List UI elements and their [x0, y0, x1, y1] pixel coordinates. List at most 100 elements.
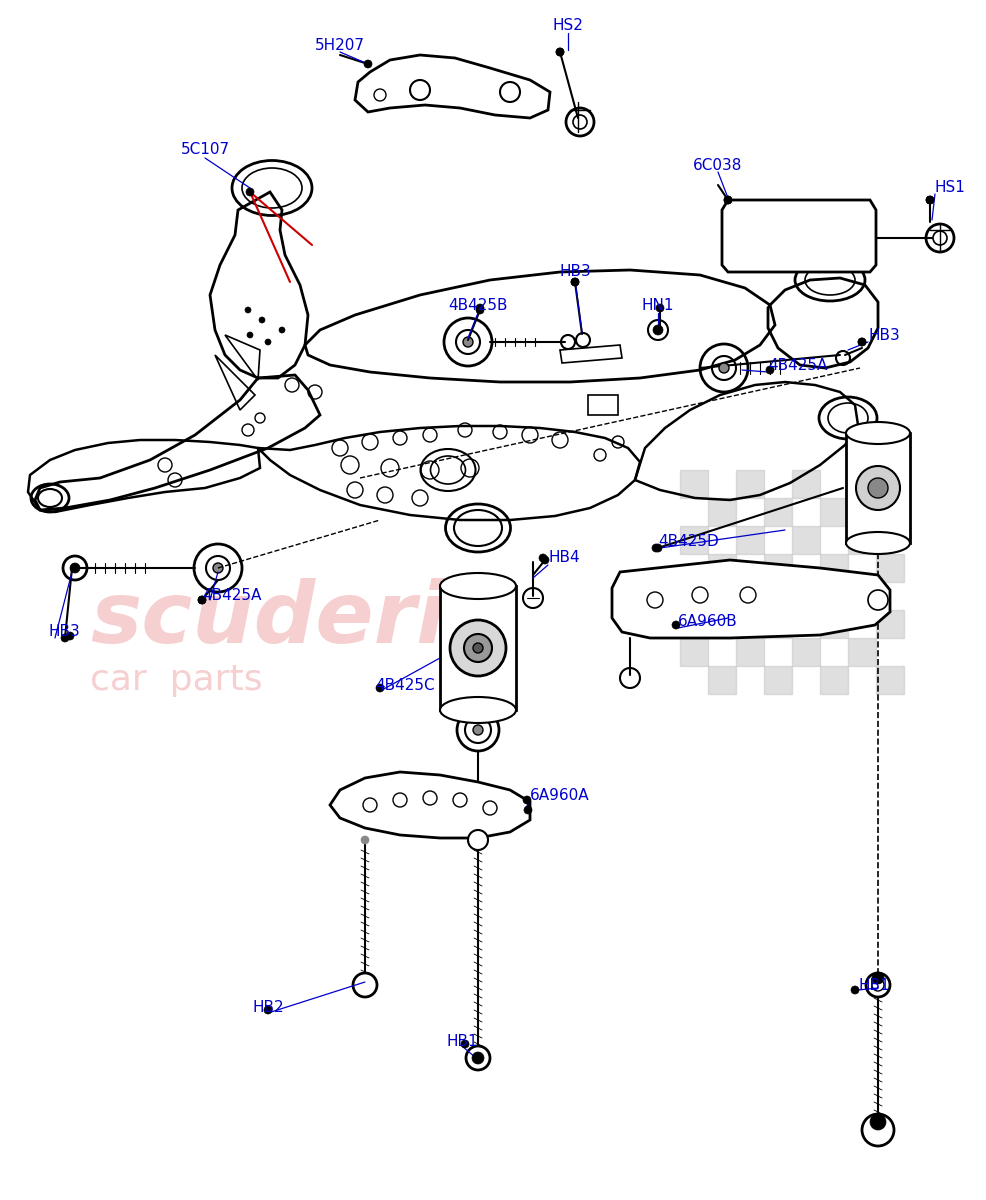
Circle shape [247, 332, 253, 338]
Bar [708, 666, 736, 694]
Bar [680, 582, 708, 610]
Circle shape [926, 196, 934, 204]
Bar [848, 526, 876, 554]
Circle shape [464, 634, 492, 662]
Bar [680, 526, 708, 554]
Circle shape [61, 634, 69, 642]
Text: car  parts: car parts [90, 662, 262, 697]
Circle shape [70, 563, 80, 572]
Circle shape [524, 806, 532, 814]
Bar [820, 554, 848, 582]
Text: 5H207: 5H207 [315, 37, 365, 53]
Ellipse shape [440, 697, 516, 722]
Circle shape [198, 596, 206, 604]
Text: HB2: HB2 [252, 1001, 284, 1015]
Bar [846, 433, 910, 542]
Circle shape [364, 60, 372, 68]
Text: 4B425C: 4B425C [375, 678, 435, 692]
Text: 6A960B: 6A960B [678, 614, 738, 630]
Circle shape [198, 596, 206, 604]
Circle shape [672, 622, 680, 629]
Bar [736, 638, 764, 666]
Bar [736, 526, 764, 554]
Circle shape [868, 478, 888, 498]
Circle shape [265, 338, 271, 346]
Bar [764, 498, 792, 526]
Bar [708, 610, 736, 638]
Ellipse shape [440, 572, 516, 599]
Text: HB1: HB1 [447, 1034, 478, 1050]
Bar [848, 638, 876, 666]
Bar [736, 582, 764, 610]
Bar [820, 498, 848, 526]
Circle shape [476, 306, 484, 314]
Bar [764, 554, 792, 582]
Circle shape [652, 544, 660, 552]
Bar [680, 470, 708, 498]
Bar [876, 498, 904, 526]
Ellipse shape [473, 725, 483, 734]
Ellipse shape [846, 422, 910, 444]
Circle shape [66, 632, 74, 640]
Circle shape [476, 304, 484, 312]
Text: 6A960A: 6A960A [530, 787, 590, 803]
Circle shape [376, 684, 384, 692]
Circle shape [468, 830, 488, 850]
Ellipse shape [463, 337, 473, 347]
Circle shape [926, 196, 934, 204]
Circle shape [556, 48, 564, 56]
Text: HB1: HB1 [858, 978, 889, 992]
Text: HB3: HB3 [868, 328, 900, 342]
Bar [764, 666, 792, 694]
Bar [848, 470, 876, 498]
Circle shape [656, 304, 664, 312]
Bar [708, 554, 736, 582]
Circle shape [279, 326, 285, 332]
Circle shape [466, 1046, 490, 1070]
Polygon shape [355, 55, 550, 118]
Circle shape [724, 196, 732, 204]
Polygon shape [722, 200, 876, 272]
Circle shape [473, 643, 483, 653]
Circle shape [858, 338, 866, 346]
Text: 4B425A: 4B425A [768, 358, 827, 372]
Text: 6C038: 6C038 [693, 157, 742, 173]
Bar [876, 554, 904, 582]
Circle shape [870, 1114, 886, 1130]
Bar [792, 470, 820, 498]
Ellipse shape [457, 709, 499, 751]
Ellipse shape [719, 362, 729, 373]
Circle shape [523, 796, 531, 804]
Circle shape [246, 188, 254, 196]
Circle shape [571, 278, 579, 286]
Polygon shape [330, 772, 530, 838]
Text: 5C107: 5C107 [180, 143, 230, 157]
Circle shape [541, 556, 549, 564]
Circle shape [245, 307, 251, 313]
Text: scuderia: scuderia [90, 578, 504, 661]
Circle shape [264, 1006, 272, 1014]
Circle shape [539, 554, 547, 562]
Circle shape [766, 366, 774, 374]
Circle shape [856, 466, 900, 510]
Circle shape [472, 1052, 484, 1064]
Bar [440, 586, 516, 710]
Circle shape [724, 196, 732, 204]
Polygon shape [612, 560, 890, 638]
Bar [708, 498, 736, 526]
Circle shape [653, 325, 663, 335]
Circle shape [361, 836, 369, 844]
Circle shape [872, 972, 884, 984]
Circle shape [571, 278, 579, 286]
Bar [792, 526, 820, 554]
Text: HN1: HN1 [642, 298, 674, 312]
Text: HS1: HS1 [935, 180, 966, 196]
Text: 4B425D: 4B425D [658, 534, 719, 550]
Text: HB3: HB3 [48, 624, 80, 640]
Text: HB3: HB3 [559, 264, 591, 280]
Bar [764, 610, 792, 638]
Circle shape [858, 338, 866, 346]
Text: HB4: HB4 [548, 551, 580, 565]
Bar [820, 666, 848, 694]
Bar [876, 666, 904, 694]
